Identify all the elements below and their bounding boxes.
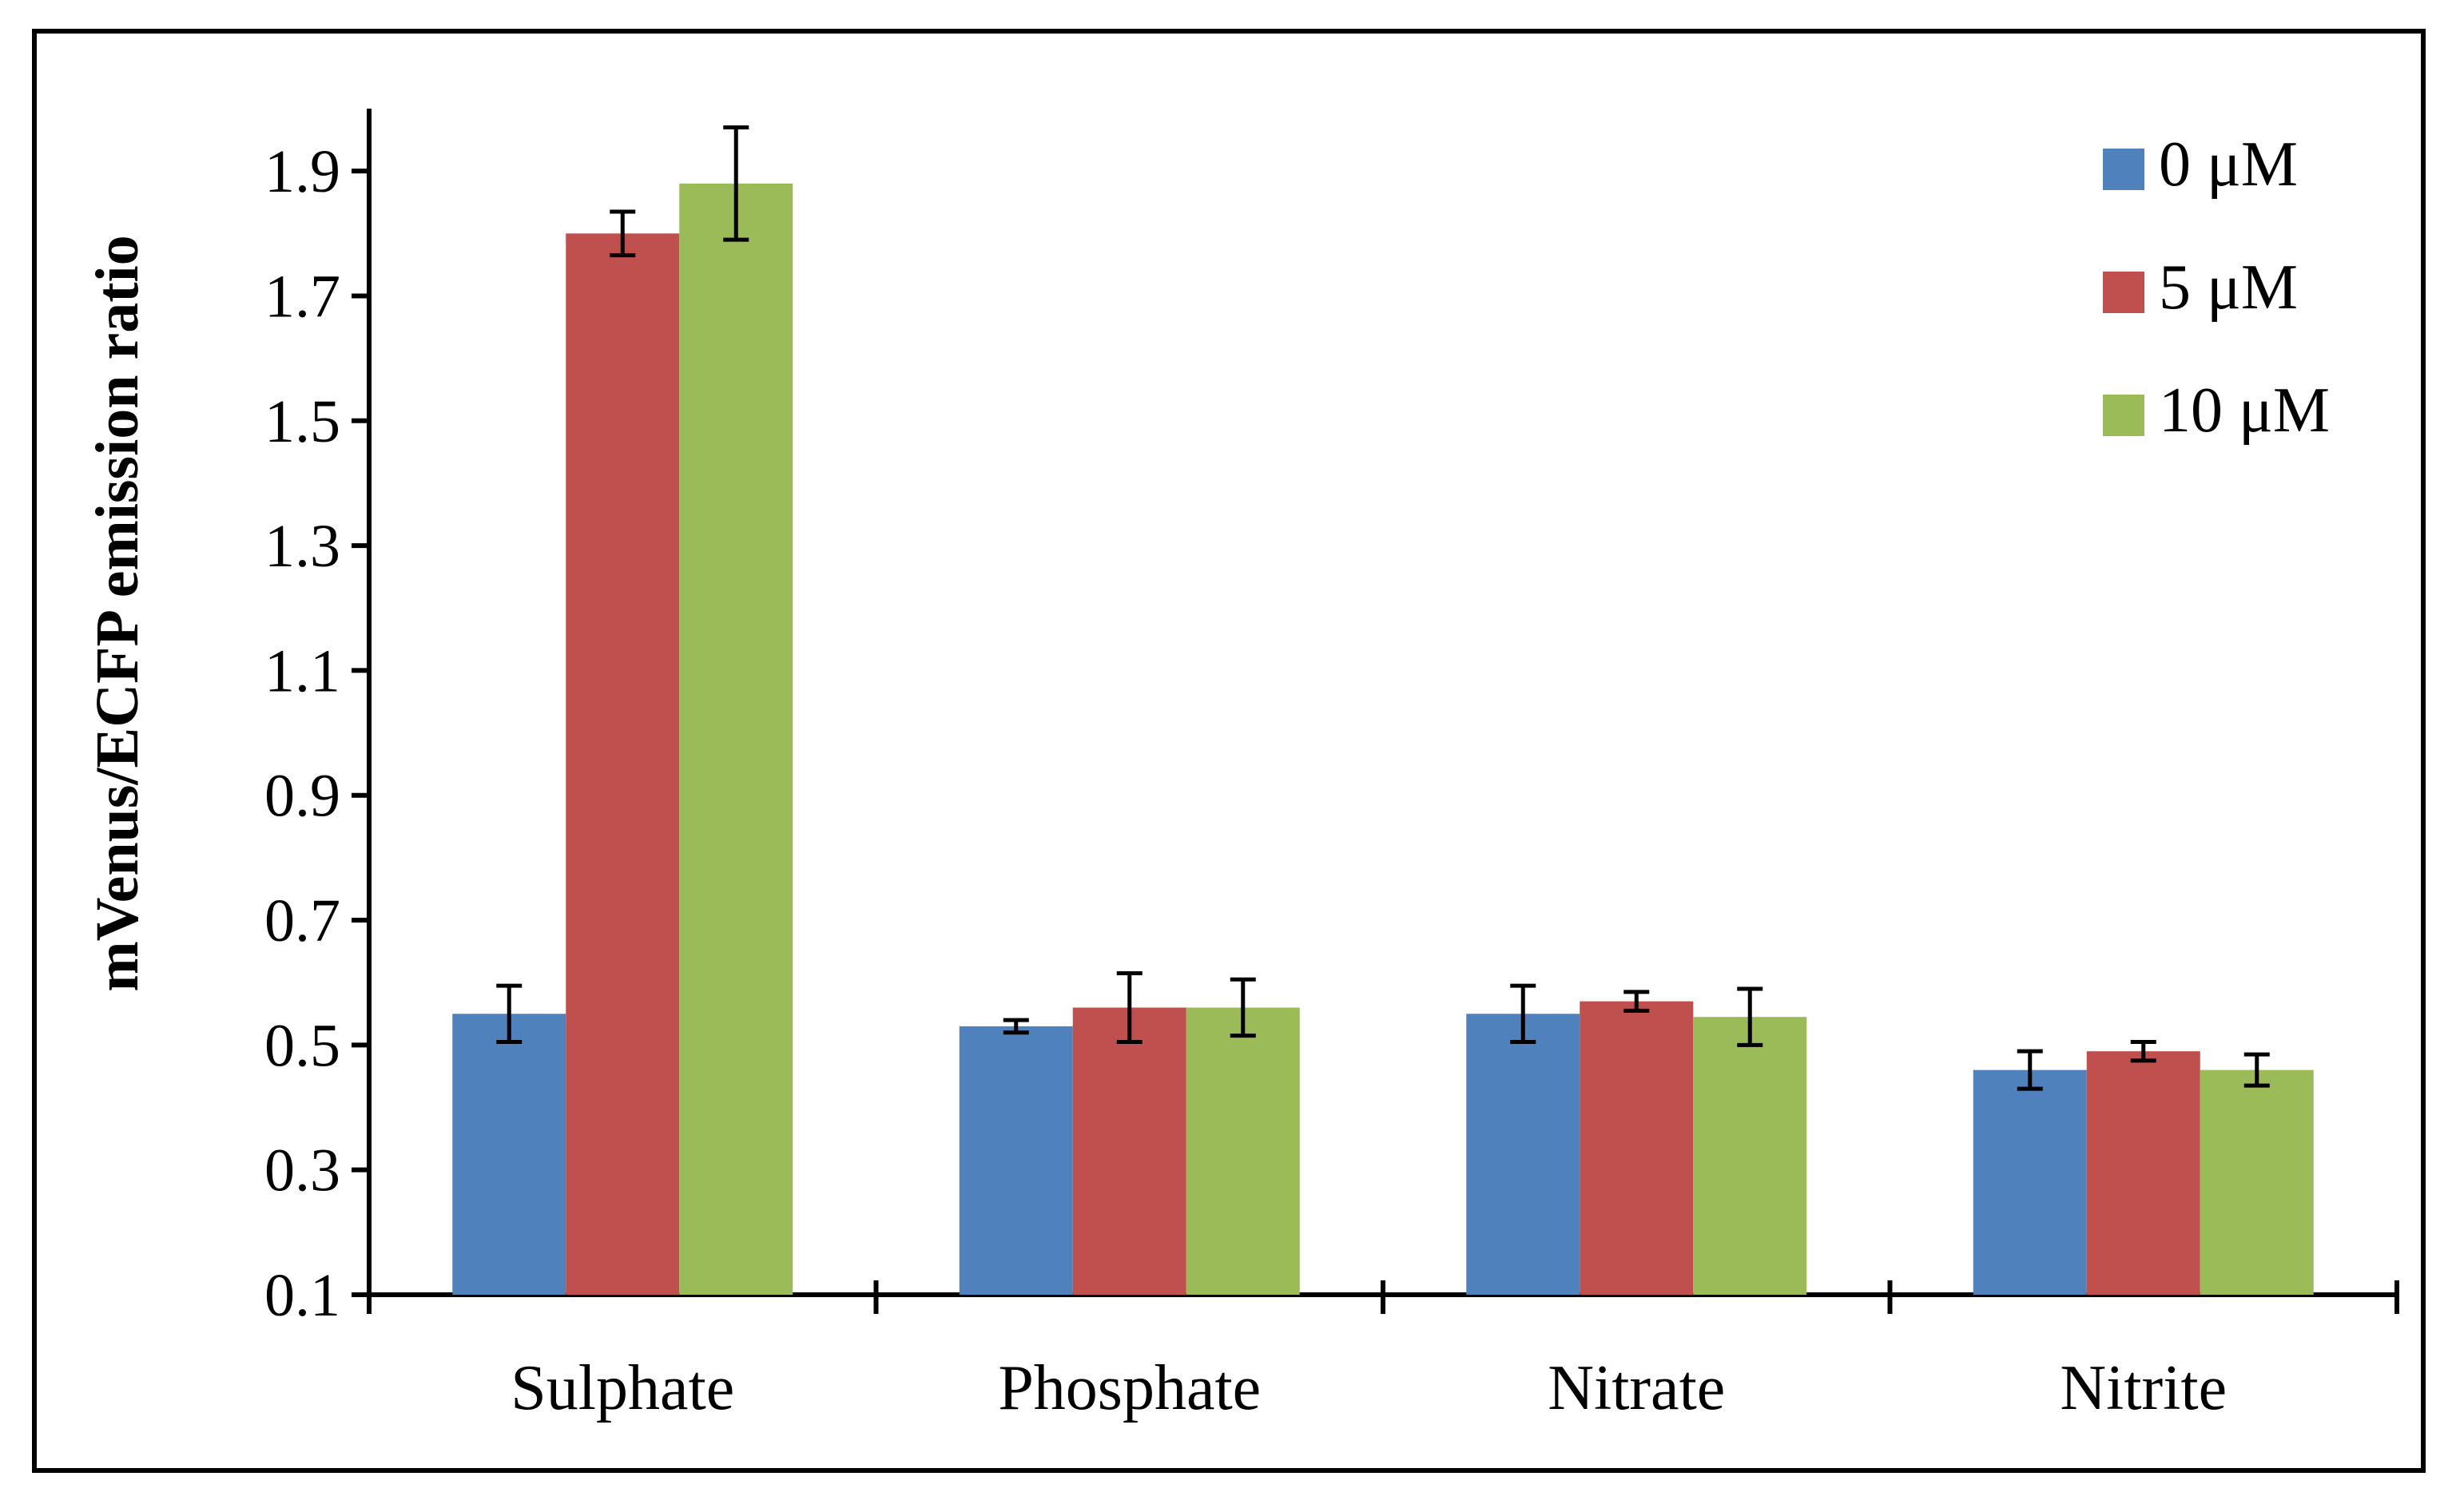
legend-swatch <box>2103 395 2144 436</box>
bar <box>2086 1051 2200 1295</box>
y-tick-label: 0.7 <box>264 887 340 954</box>
x-category-label: Sulphate <box>511 1353 734 1423</box>
legend-label: 5 μM <box>2159 252 2298 323</box>
y-tick-label: 1.5 <box>264 388 340 455</box>
bar <box>1973 1069 2087 1295</box>
x-category-label: Phosphate <box>998 1353 1261 1423</box>
y-tick-label: 1.1 <box>264 637 340 704</box>
y-axis-title: mVenus/ECFP emission ratio <box>84 235 151 991</box>
y-tick-label: 1.3 <box>264 513 340 580</box>
legend-label: 0 μM <box>2159 129 2298 200</box>
y-tick-label: 0.5 <box>264 1012 340 1079</box>
error-bars <box>496 125 2270 1091</box>
x-category-label: Nitrite <box>2060 1353 2227 1423</box>
bar <box>1693 1017 1807 1295</box>
bar <box>2200 1069 2314 1295</box>
x-axis: Sulphate Phosphate Nitrate Nitrite <box>367 1280 2399 1423</box>
y-axis: 0.1 0.3 0.5 0.7 0.9 1.1 1.3 1.5 1.7 1.9 <box>264 109 372 1329</box>
y-tick-label: 1.7 <box>264 263 340 330</box>
bar <box>452 1014 566 1295</box>
bar <box>1072 1007 1186 1295</box>
bar <box>1186 1007 1300 1295</box>
x-category-label: Nitrate <box>1548 1353 1725 1423</box>
legend-swatch <box>2103 149 2144 190</box>
bar <box>1466 1014 1580 1295</box>
bar <box>959 1026 1073 1295</box>
bar <box>566 233 680 1295</box>
bars <box>452 183 2314 1296</box>
legend: 0 μM 5 μM 10 μM <box>2103 129 2330 446</box>
legend-swatch <box>2103 272 2144 313</box>
bar <box>679 183 793 1296</box>
y-tick-label: 0.1 <box>264 1262 340 1329</box>
y-tick-label: 0.3 <box>264 1137 340 1204</box>
y-tick-label: 1.9 <box>264 138 340 205</box>
legend-label: 10 μM <box>2159 375 2330 446</box>
y-tick-label: 0.9 <box>264 763 340 830</box>
bar <box>1580 1001 1694 1295</box>
